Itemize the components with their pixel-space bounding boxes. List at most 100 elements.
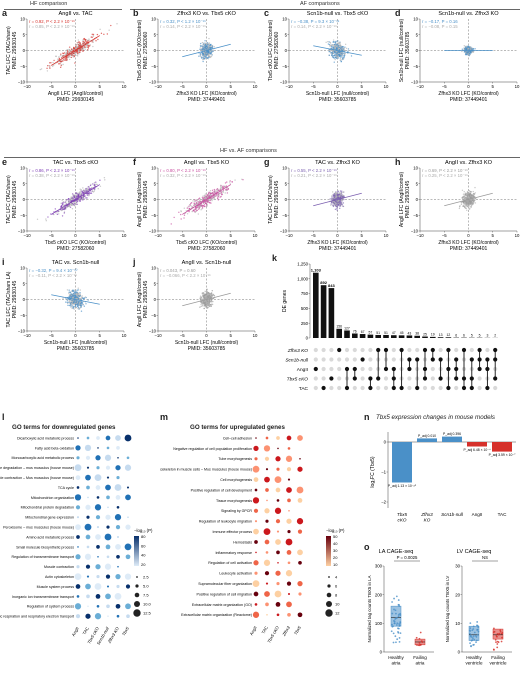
scatter-point: [335, 201, 337, 203]
y-tick-label: −10: [411, 80, 419, 85]
scatter-point: [75, 293, 77, 296]
scatter-point: [60, 202, 62, 205]
scatter-point: [468, 194, 470, 196]
scatter-point: [471, 201, 473, 204]
go-dot: [94, 583, 102, 590]
stat-colored: r = 0.92, P < 2.2 × 10⁻¹⁶: [29, 19, 75, 24]
panel-title: TAC vs. Scn1b-null: [52, 260, 99, 266]
scatter-point: [78, 192, 80, 194]
scatter-point: [78, 200, 81, 202]
upset-matrix-dot: [329, 376, 334, 381]
scatter-point: [330, 54, 333, 57]
scatter-point: [207, 292, 209, 294]
scatter-point: [331, 195, 333, 197]
scatter-point: [211, 189, 214, 192]
scatter-point: [83, 305, 86, 307]
upset-bar-label: 13: [439, 333, 443, 337]
panel-letter-g: g: [264, 157, 270, 167]
scatter-point: [472, 200, 474, 202]
scatter-point: [342, 198, 345, 201]
x-tick-label: −10: [23, 233, 31, 238]
x-tick-label: 5: [361, 233, 364, 238]
upset-matrix-dot: [454, 385, 459, 391]
go-dot: [265, 519, 269, 523]
stat-gray: r = −0.066, P < 2.2 × 10⁻¹⁶: [160, 273, 211, 278]
scatter-point: [66, 49, 69, 51]
scatter-point: [82, 49, 84, 52]
upset-matrix-dot: [313, 357, 318, 362]
upset-bar: [328, 288, 335, 338]
go-dot: [84, 523, 92, 531]
scatter-point: [86, 197, 88, 199]
scatter-point: [337, 48, 339, 51]
y-axis-label: TAC LFC (TAC/sham): [6, 26, 12, 75]
x-tick-label: 10: [384, 84, 389, 89]
scatter-point: [65, 52, 67, 54]
upset-matrix-dot: [368, 366, 373, 372]
scatter-point: [222, 191, 224, 193]
scatter-point: [104, 179, 106, 181]
scatter-point: [60, 206, 62, 208]
go-dot: [106, 476, 110, 479]
scatter-point: [198, 208, 200, 210]
go-dot: [116, 554, 120, 559]
x-axis-label: AngII LFC (AngII/control): [48, 91, 104, 97]
upset-bar-label: 6: [463, 333, 465, 337]
scatter-point: [192, 200, 194, 202]
scatter-point: [338, 51, 341, 53]
scatter-point: [75, 46, 77, 48]
go-dot: [85, 564, 91, 569]
go-dot: [264, 539, 270, 545]
upset-bar: [437, 337, 444, 338]
scatter-point: [460, 203, 463, 205]
scatter-point: [72, 48, 74, 50]
scatter-point: [68, 58, 71, 61]
scatter-point: [204, 51, 207, 53]
y-tick-label: 10: [20, 17, 25, 22]
x-tick-label: 5: [99, 84, 102, 89]
scatter-point: [333, 61, 335, 63]
scatter-point: [224, 192, 226, 194]
scatter-point: [195, 206, 197, 209]
upset-matrix-dot: [344, 357, 350, 362]
x-tick-label: −5: [180, 333, 186, 338]
scatter-point: [77, 307, 79, 310]
go-dot: [264, 508, 270, 514]
scatter-point: [198, 207, 201, 209]
scatter-point: [341, 204, 343, 207]
scatter-point: [213, 196, 215, 198]
scatter-point: [170, 223, 172, 225]
go-dot: [105, 514, 111, 520]
go-dot: [286, 435, 292, 441]
scatter-point: [92, 40, 94, 42]
scatter-point: [339, 195, 341, 197]
scatter-point: [337, 42, 340, 45]
y-tick-label: 0: [285, 48, 288, 53]
scatter-point: [202, 204, 204, 207]
scatter-point: [469, 48, 472, 51]
upset-matrix-dot: [360, 347, 365, 353]
scatter-point: [196, 206, 199, 209]
scatter-point: [60, 60, 63, 63]
go-dot: [96, 526, 100, 529]
go-term-label: Dicarboxylic acid metabolic process: [17, 436, 74, 440]
go-dot: [106, 446, 110, 450]
scatter-point: [71, 49, 73, 51]
scatter-point: [333, 194, 335, 197]
upset-bar-label: 6: [455, 333, 457, 337]
scatter-point: [342, 191, 345, 193]
scatter-point: [329, 41, 331, 44]
scatter-point: [197, 198, 200, 200]
upset-bar: [406, 335, 413, 338]
y-tick-label: 0: [23, 197, 26, 202]
stat-colored: r = −0.17, P = 0.16: [422, 19, 458, 24]
go-dot: [254, 571, 258, 575]
scatter-point: [68, 300, 71, 302]
scatter-point: [199, 48, 201, 51]
scatter-point: [87, 186, 90, 188]
y-tick-label: 0: [416, 48, 419, 53]
scatter-point: [72, 307, 75, 309]
scatter-point: [68, 46, 71, 48]
scatter-point: [52, 61, 54, 64]
scatter-point: [331, 197, 333, 200]
